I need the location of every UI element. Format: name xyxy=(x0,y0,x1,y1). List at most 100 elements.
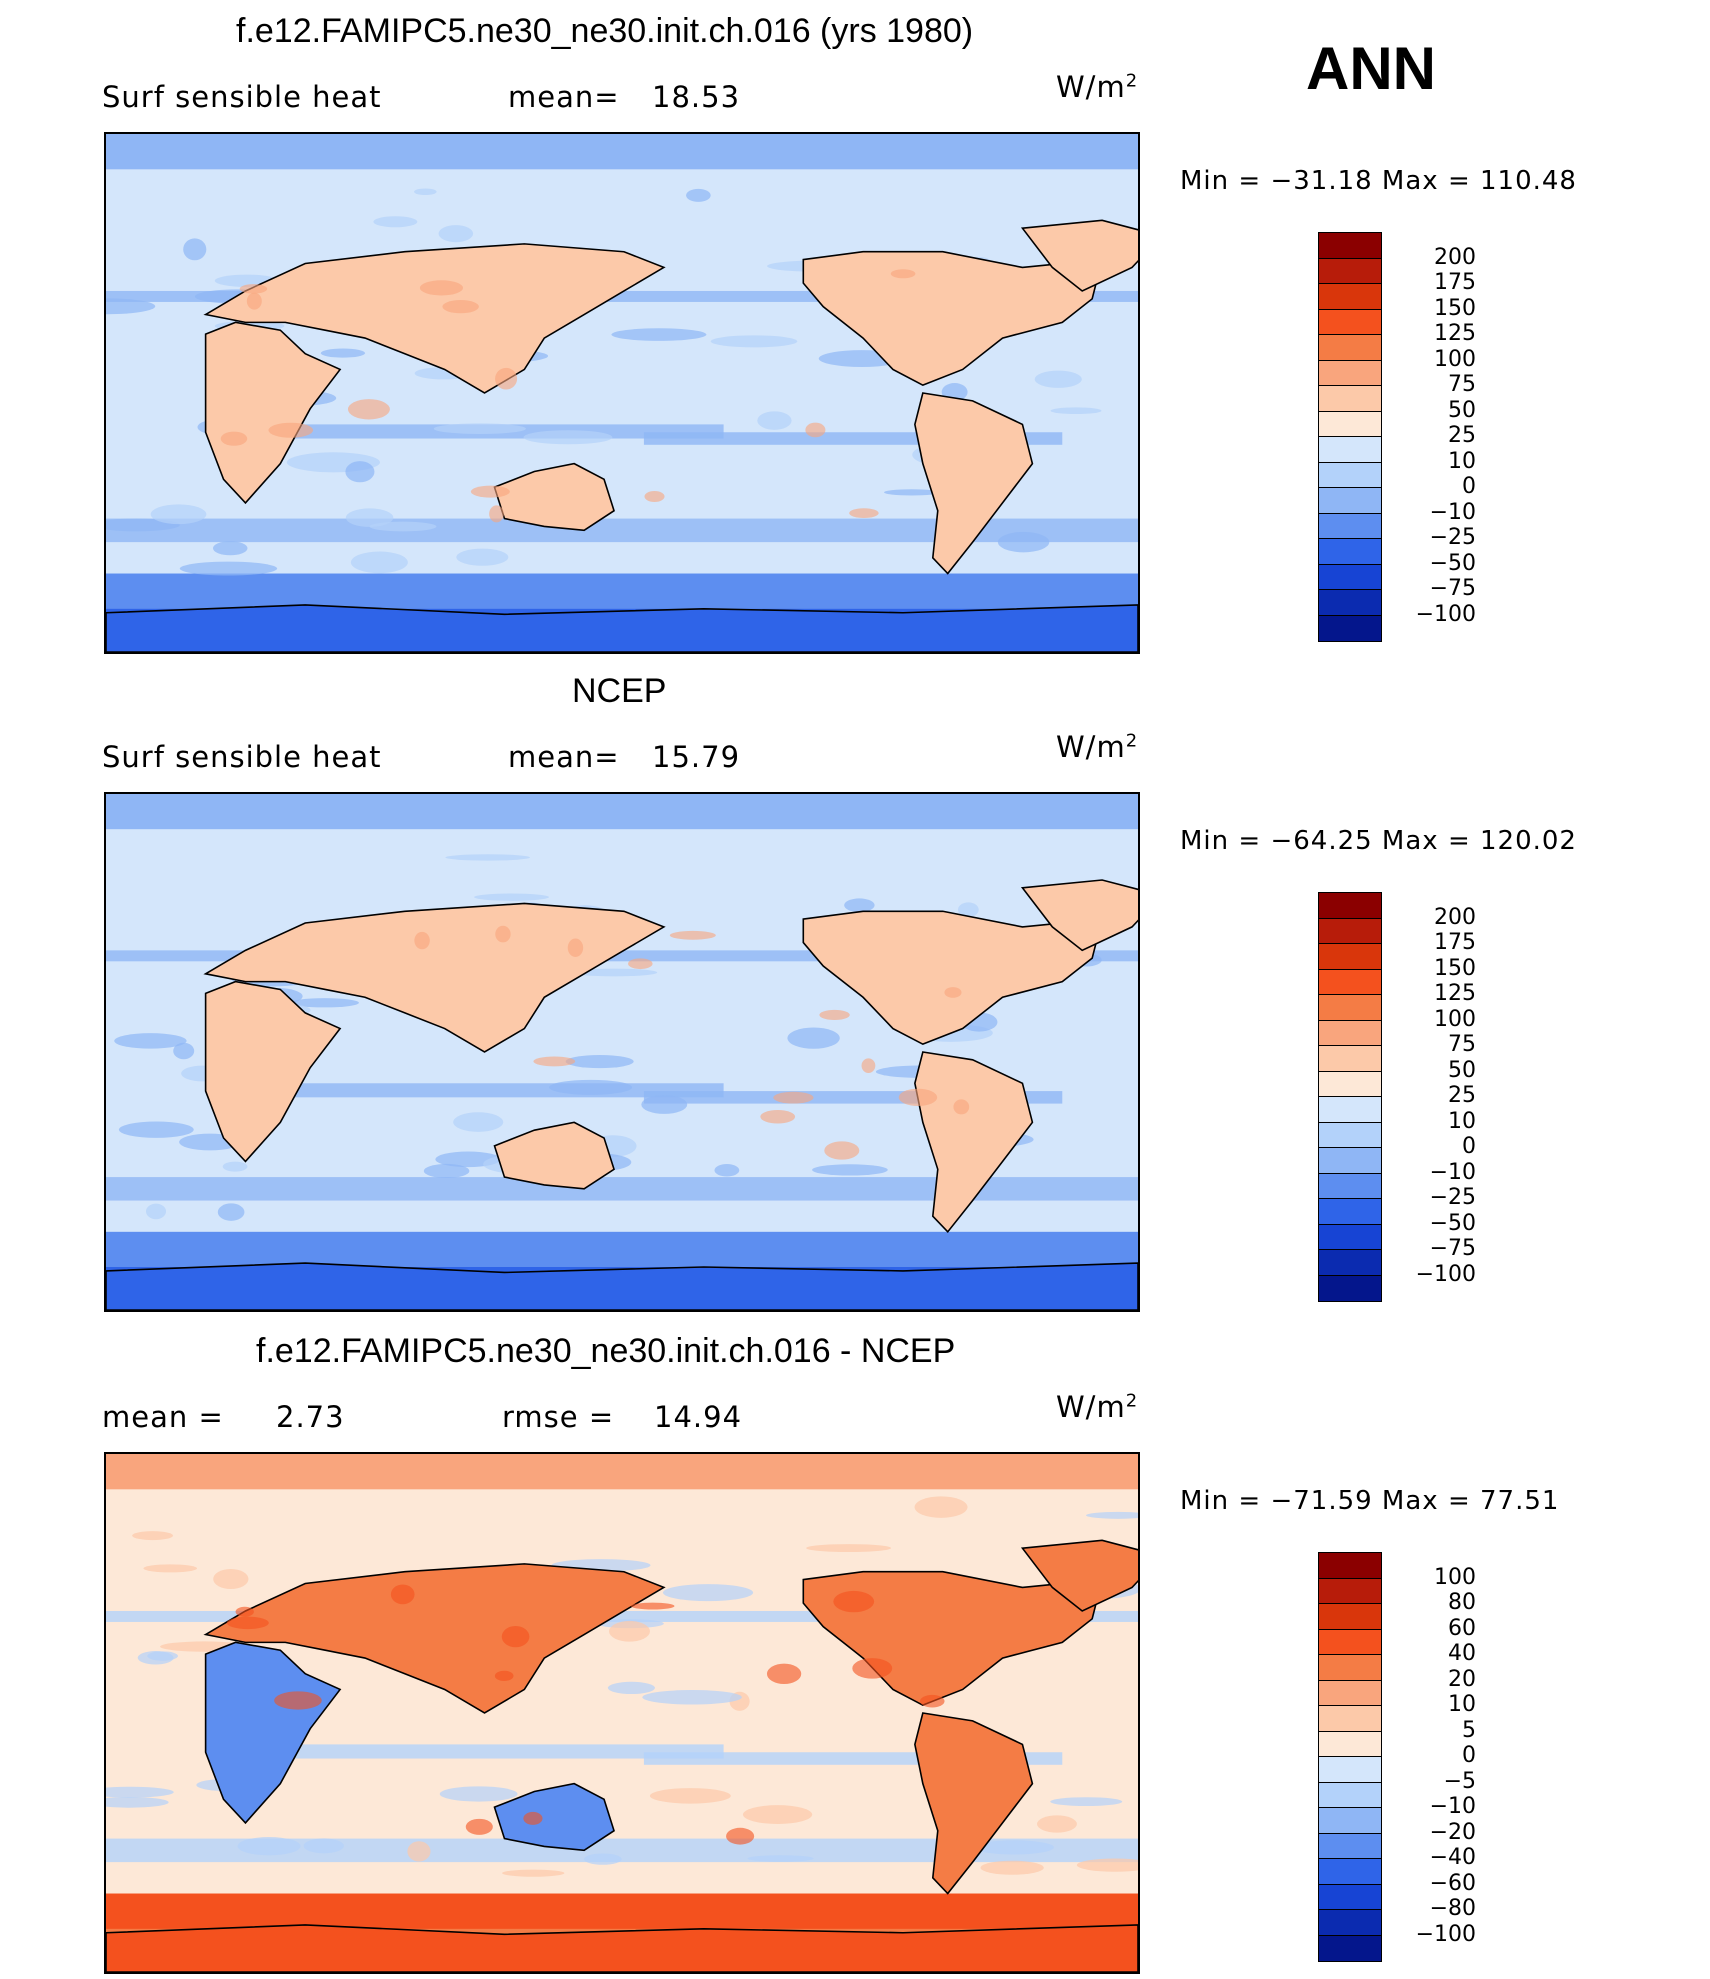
colorbar-swatch xyxy=(1319,995,1381,1021)
map-field-layer xyxy=(106,1454,1138,1972)
colorbar-tick-label: 0 xyxy=(1462,1134,1476,1159)
colorbar-tick-label: 100 xyxy=(1434,1564,1476,1590)
colorbar-swatch xyxy=(1319,233,1381,259)
colorbar-tick-label: 5 xyxy=(1462,1717,1476,1743)
colorbar-swatch xyxy=(1319,1884,1381,1910)
colorbar-swatch xyxy=(1319,1020,1381,1046)
map-field-diff xyxy=(106,1454,1138,1972)
colorbar-tick-label: 50 xyxy=(1448,397,1476,423)
colorbar-swatch xyxy=(1319,1275,1381,1301)
colorbar-swatch xyxy=(1319,1757,1381,1783)
colorbar-tick-label: −60 xyxy=(1429,1870,1476,1896)
colorbar-swatch xyxy=(1319,437,1381,463)
colorbar-swatch xyxy=(1319,513,1381,539)
colorbar-tick-label: −5 xyxy=(1443,1768,1476,1794)
colorbar-swatch xyxy=(1319,1122,1381,1148)
map-field-layer xyxy=(106,794,1138,1310)
colorbar-swatch xyxy=(1319,258,1381,284)
colorbar-tick-label: 150 xyxy=(1434,955,1476,981)
colorbar-swatch xyxy=(1319,1782,1381,1808)
minmax-label-model: Min = −31.18 Max = 110.48 xyxy=(1180,166,1577,196)
colorbar-tick-label: 10 xyxy=(1448,1692,1476,1717)
colorbar-tick-label: −100 xyxy=(1415,1921,1476,1947)
variable-label-obs: Surf sensible heat xyxy=(102,740,382,774)
colorbar-tick-label: −10 xyxy=(1429,1794,1476,1819)
colorbar-diff xyxy=(1318,1552,1382,1962)
colorbar-tick-label: −100 xyxy=(1415,601,1476,627)
colorbar-swatch xyxy=(1319,309,1381,335)
units-label-diff: W/m2 xyxy=(1056,1390,1139,1424)
rmse-label-diff: rmse = xyxy=(502,1400,615,1434)
mean-value-diff: 2.73 xyxy=(276,1400,345,1434)
colorbar-tick-label: 175 xyxy=(1434,930,1476,955)
colorbar-tick-label: −50 xyxy=(1429,550,1476,576)
colorbar-swatch xyxy=(1319,1808,1381,1834)
map-panel-model xyxy=(104,132,1140,654)
colorbar-tick-label: 25 xyxy=(1448,1083,1476,1108)
colorbar-tick-label: 25 xyxy=(1448,423,1476,448)
colorbar-swatch xyxy=(1319,335,1381,361)
colorbar-swatch xyxy=(1319,893,1381,919)
colorbar-swatch xyxy=(1319,1833,1381,1859)
colorbar-tick-label: 60 xyxy=(1448,1615,1476,1641)
colorbar-swatch xyxy=(1319,1680,1381,1706)
colorbar-tick-label: 125 xyxy=(1434,321,1476,346)
colorbar-tick-label: −25 xyxy=(1429,525,1476,550)
colorbar-swatch xyxy=(1319,918,1381,944)
colorbar-obs xyxy=(1318,892,1382,1302)
colorbar-swatch xyxy=(1319,1629,1381,1655)
colorbar-tick-label: 100 xyxy=(1434,346,1476,372)
map-panel-diff xyxy=(104,1452,1140,1974)
season-label: ANN xyxy=(1306,35,1436,102)
colorbar-tick-label: 40 xyxy=(1448,1641,1476,1666)
colorbar-tick-label: −40 xyxy=(1429,1845,1476,1870)
colorbar-tick-label: 10 xyxy=(1448,1108,1476,1134)
colorbar-swatch xyxy=(1319,615,1381,641)
colorbar-tick-label: −100 xyxy=(1415,1261,1476,1287)
colorbar-swatch xyxy=(1319,590,1381,616)
mean-label-diff: mean = xyxy=(102,1400,224,1434)
panel-title-obs: NCEP xyxy=(572,672,667,710)
colorbar-swatch xyxy=(1319,1199,1381,1225)
colorbar-tick-label: 0 xyxy=(1462,474,1476,499)
colorbar-swatch xyxy=(1319,284,1381,310)
mean-value-model: 18.53 xyxy=(652,80,741,114)
map-field-layer xyxy=(106,134,1138,652)
colorbar-tick-label: 10 xyxy=(1448,448,1476,474)
colorbar-swatch xyxy=(1319,1935,1381,1961)
colorbar-swatch xyxy=(1319,1071,1381,1097)
colorbar-tick-label: 20 xyxy=(1448,1666,1476,1692)
colorbar-tick-label: 75 xyxy=(1448,1032,1476,1057)
colorbar-tick-label: 200 xyxy=(1434,904,1476,930)
colorbar-swatch xyxy=(1319,1604,1381,1630)
colorbar-swatch xyxy=(1319,1046,1381,1072)
colorbar-tick-label: 200 xyxy=(1434,244,1476,270)
colorbar-tick-label: 150 xyxy=(1434,295,1476,321)
panel-title-diff: f.e12.FAMIPC5.ne30_ne30.init.ch.016 - NC… xyxy=(256,1332,956,1370)
colorbar-swatch xyxy=(1319,488,1381,514)
colorbar-swatch xyxy=(1319,1250,1381,1276)
colorbar-tick-label: −75 xyxy=(1429,576,1476,601)
map-panel-obs xyxy=(104,792,1140,1312)
colorbar-swatch xyxy=(1319,1655,1381,1681)
colorbar-swatch xyxy=(1319,564,1381,590)
minmax-label-obs: Min = −64.25 Max = 120.02 xyxy=(1180,826,1577,856)
variable-label-model: Surf sensible heat xyxy=(102,80,382,114)
mean-label-obs: mean= xyxy=(508,740,620,774)
panel-title-model: f.e12.FAMIPC5.ne30_ne30.init.ch.016 (yrs… xyxy=(236,12,974,50)
colorbar-swatch xyxy=(1319,1910,1381,1936)
colorbar-tick-label: −20 xyxy=(1429,1819,1476,1845)
colorbar-swatch xyxy=(1319,1224,1381,1250)
units-label-model: W/m2 xyxy=(1056,70,1139,104)
colorbar-tick-label: 100 xyxy=(1434,1006,1476,1032)
mean-value-obs: 15.79 xyxy=(652,740,741,774)
colorbar-swatch xyxy=(1319,360,1381,386)
colorbar-tick-label: 50 xyxy=(1448,1057,1476,1083)
colorbar-tick-label: −80 xyxy=(1429,1896,1476,1921)
colorbar-swatch xyxy=(1319,1097,1381,1123)
colorbar-swatch xyxy=(1319,1706,1381,1732)
colorbar-swatch xyxy=(1319,1578,1381,1604)
map-field-model xyxy=(106,134,1138,652)
colorbar-swatch xyxy=(1319,462,1381,488)
mean-label-model: mean= xyxy=(508,80,620,114)
